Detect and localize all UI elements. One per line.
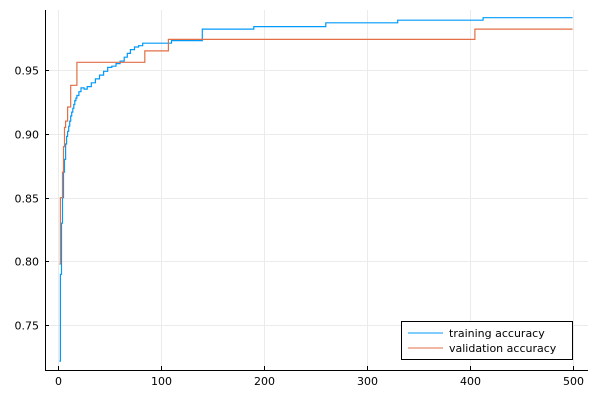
- legend: training accuracy validation accuracy: [401, 321, 573, 360]
- grid: [45, 10, 588, 370]
- x-tick-label: 200: [254, 375, 275, 388]
- legend-box: [401, 321, 573, 360]
- validation-accuracy-line: [59, 28, 573, 265]
- training-accuracy-line: [59, 17, 573, 362]
- x-tick-label: 300: [357, 375, 378, 388]
- x-tick-label: 0: [55, 375, 62, 388]
- y-tick-label: 0.80: [15, 256, 40, 269]
- x-tick-label: 500: [563, 375, 584, 388]
- axes: [45, 10, 588, 371]
- ticks: 0 100 200 300 400 500 0.75 0.80 0.85 0.90 0.95: [15, 65, 585, 389]
- y-tick-label: 0.75: [15, 320, 40, 333]
- x-tick-label: 400: [460, 375, 481, 388]
- legend-label-training: training accuracy: [449, 327, 545, 340]
- y-tick-label: 0.90: [15, 129, 40, 142]
- x-tick-label: 100: [151, 375, 172, 388]
- plot-series: [59, 17, 573, 362]
- legend-label-validation: validation accuracy: [449, 342, 557, 355]
- y-tick-label: 0.95: [15, 65, 40, 78]
- y-tick-label: 0.85: [15, 193, 40, 206]
